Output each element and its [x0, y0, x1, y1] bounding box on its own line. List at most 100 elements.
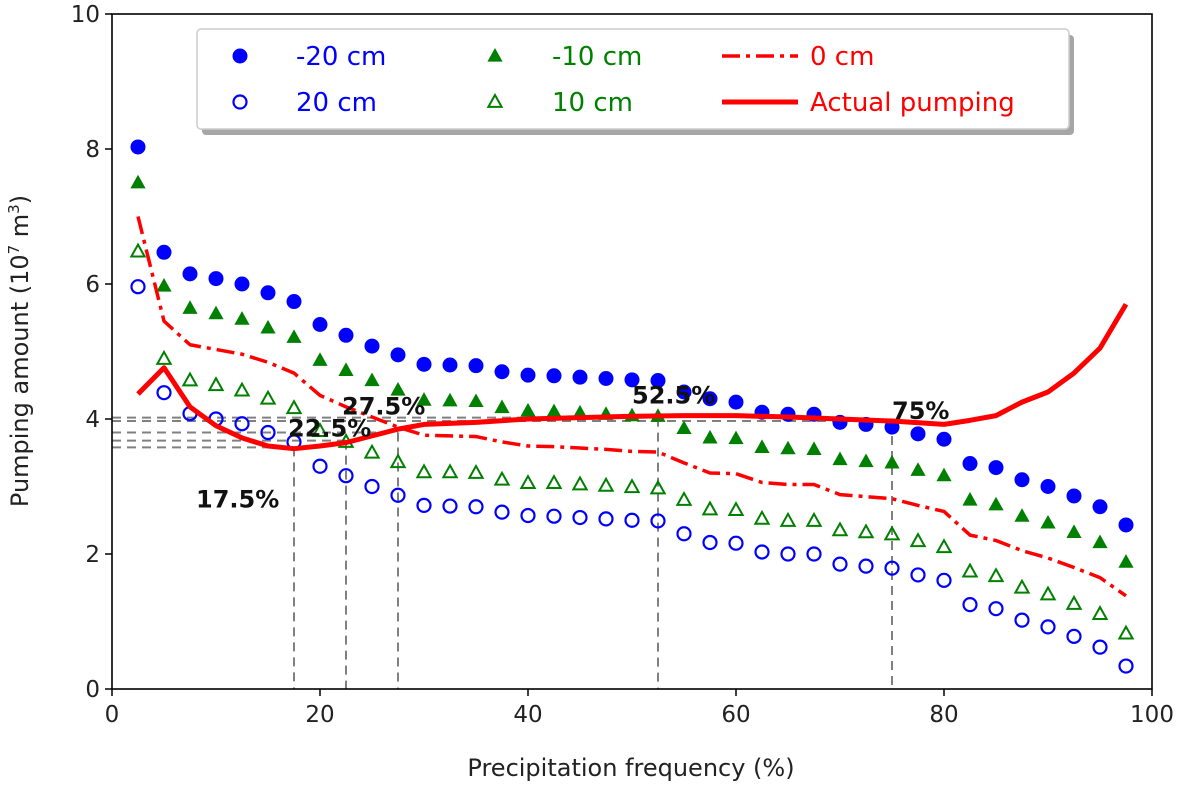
- y-axis-title: Pumping amount (107 m3): [5, 195, 34, 507]
- data-point: [260, 319, 276, 334]
- legend-entry: 20 cm: [232, 88, 377, 118]
- legend-entry: Actual pumping: [722, 88, 1015, 118]
- data-point: [286, 294, 302, 310]
- legend-marker: [486, 92, 504, 108]
- data-point: [1066, 488, 1082, 504]
- data-point: [701, 500, 719, 516]
- data-point: [650, 373, 666, 389]
- data-point: [884, 454, 900, 469]
- y-axis-title-mid: m: [6, 214, 34, 245]
- data-point: [857, 523, 875, 539]
- data-point: [831, 521, 849, 537]
- data-point: [623, 478, 641, 494]
- data-point: [468, 358, 484, 374]
- data-point: [728, 430, 744, 445]
- data-point: [130, 174, 146, 189]
- data-point: [182, 266, 198, 282]
- data-point: [468, 499, 484, 515]
- data-point: [987, 567, 1005, 583]
- axes: 0 20 40 60 80 100 0 2 4 6 8 10: [71, 2, 1174, 728]
- data-point: [519, 474, 537, 490]
- legend-marker: [487, 48, 503, 62]
- data-point: [754, 439, 770, 453]
- plot-frame: [111, 13, 1153, 690]
- data-point: [130, 279, 146, 295]
- data-point: [728, 535, 744, 551]
- legend-label: -10 cm: [552, 42, 642, 72]
- legend: -20 cm -10 cm 0 cm 20 cm 10 cm Actual pumping: [196, 28, 1074, 135]
- x-tick-label: 40: [513, 702, 542, 728]
- data-point: [884, 560, 900, 576]
- data-point: [441, 463, 459, 479]
- data-point: [702, 429, 718, 444]
- data-point: [962, 492, 978, 506]
- data-point: [1066, 628, 1082, 644]
- x-tick-label: 20: [305, 702, 334, 728]
- data-point: [416, 497, 432, 513]
- data-point: [806, 546, 822, 562]
- data-point: [1039, 585, 1057, 601]
- data-point: [832, 451, 848, 466]
- data-point: [259, 389, 277, 405]
- y-axis-title-exp2: 3: [5, 204, 23, 214]
- data-point: [312, 458, 328, 474]
- data-point: [1014, 472, 1030, 488]
- data-point: [363, 443, 381, 459]
- data-point: [234, 416, 250, 432]
- data-point: [832, 556, 848, 572]
- reference-label: 27.5%: [342, 393, 425, 421]
- legend-entry: 0 cm: [722, 42, 874, 72]
- data-point: [1091, 605, 1109, 620]
- data-point: [1013, 578, 1031, 594]
- data-point: [182, 300, 198, 314]
- data-point: [520, 367, 536, 383]
- x-tick-label: 0: [105, 702, 120, 728]
- data-point: [702, 534, 718, 551]
- data-point: [909, 532, 927, 548]
- reference-label: 52.5%: [632, 382, 715, 410]
- y-axis-title-end: ): [6, 195, 34, 204]
- data-point: [936, 431, 952, 447]
- data-point: [910, 426, 926, 442]
- data-point: [649, 479, 667, 495]
- data-point: [676, 420, 692, 435]
- data-point: [207, 376, 225, 392]
- legend-label: -20 cm: [296, 42, 386, 72]
- data-point: [961, 562, 979, 578]
- data-point: [988, 460, 1004, 476]
- data-point: [156, 385, 172, 401]
- data-point: [286, 329, 302, 343]
- legend-label: Actual pumping: [810, 88, 1015, 118]
- data-point: [311, 422, 329, 438]
- series-layer: [129, 139, 1135, 674]
- data-point: [338, 468, 354, 484]
- data-point: [597, 476, 615, 492]
- data-point: [1014, 508, 1030, 522]
- data-point: [390, 347, 406, 363]
- data-point: [468, 393, 484, 408]
- data-point: [858, 558, 874, 574]
- data-point: [546, 508, 562, 524]
- data-point: [1118, 517, 1134, 533]
- data-point: [676, 526, 692, 542]
- data-point: [1040, 514, 1056, 529]
- data-point: [805, 511, 823, 527]
- data-point: [390, 487, 406, 503]
- data-point: [676, 384, 692, 400]
- data-point: [1040, 479, 1056, 494]
- data-point: [415, 463, 433, 479]
- y-tick-label: 2: [85, 542, 100, 568]
- data-point: [390, 381, 406, 396]
- data-point: [338, 327, 354, 343]
- y-axis-title-main: Pumping amount (10: [6, 254, 34, 507]
- data-point: [546, 368, 562, 384]
- data-point: [208, 271, 224, 287]
- data-point: [416, 356, 432, 372]
- series-line: [136, 216, 1128, 598]
- data-point: [910, 462, 926, 476]
- data-point: [624, 372, 640, 388]
- data-point: [571, 475, 589, 491]
- data-point: [1040, 619, 1056, 635]
- legend-marker: [232, 48, 248, 64]
